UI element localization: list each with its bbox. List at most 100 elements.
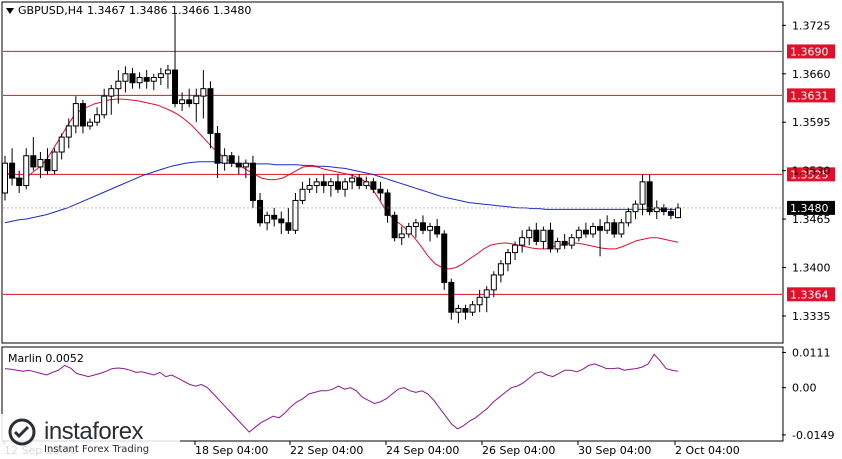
candle-body bbox=[589, 226, 596, 235]
candle-body bbox=[235, 162, 242, 168]
candle bbox=[427, 222, 434, 242]
candle bbox=[370, 178, 377, 193]
candle bbox=[16, 170, 23, 193]
candle-body bbox=[561, 240, 568, 246]
candle bbox=[349, 174, 356, 190]
candle-body bbox=[207, 88, 214, 134]
candle bbox=[462, 304, 469, 320]
candle bbox=[30, 137, 37, 171]
candle-body bbox=[264, 214, 271, 224]
candle bbox=[589, 222, 596, 238]
candle bbox=[419, 215, 426, 234]
candle bbox=[405, 222, 412, 238]
candle-body bbox=[334, 181, 341, 190]
candle-body bbox=[37, 158, 44, 168]
candle-body bbox=[675, 207, 681, 219]
candle-body bbox=[405, 226, 412, 235]
candle-body bbox=[58, 136, 65, 153]
candle-body bbox=[313, 181, 320, 187]
candle bbox=[490, 271, 497, 298]
candle bbox=[568, 233, 575, 249]
candle-body bbox=[320, 181, 327, 187]
candle bbox=[334, 174, 341, 193]
candle-body bbox=[299, 188, 306, 201]
candle-body bbox=[533, 229, 540, 242]
level-label: 1.3525 bbox=[790, 168, 829, 181]
candle-body bbox=[150, 77, 157, 82]
candle-body bbox=[327, 181, 334, 187]
candle bbox=[455, 304, 462, 324]
candle-body bbox=[79, 103, 86, 127]
candle bbox=[667, 207, 674, 220]
candle bbox=[101, 88, 108, 119]
candle bbox=[23, 148, 30, 190]
price-axis: 1.3690 1.3631 1.3525 1.3364 1.3725 1.3660 1.35… bbox=[3, 19, 835, 323]
candle-body bbox=[101, 95, 108, 116]
candle-body bbox=[129, 73, 136, 84]
candle-body bbox=[136, 77, 143, 84]
candle bbox=[136, 72, 143, 89]
candle-body bbox=[575, 229, 582, 239]
candle-body bbox=[377, 188, 384, 194]
candle-body bbox=[23, 155, 30, 187]
candle-body bbox=[51, 151, 58, 172]
candle bbox=[249, 155, 256, 208]
candle bbox=[221, 148, 228, 171]
main-pane-frame bbox=[1, 1, 784, 344]
candle bbox=[292, 192, 299, 234]
candle-body bbox=[483, 289, 490, 298]
price-tick-label: 1.3465 bbox=[792, 213, 831, 226]
candle-body bbox=[164, 69, 171, 75]
candle bbox=[115, 70, 122, 104]
candle bbox=[108, 84, 115, 115]
price-tick-label: 1.3595 bbox=[792, 116, 831, 129]
indicator-tick-label: 0.0111 bbox=[792, 346, 831, 359]
candle-body bbox=[356, 177, 363, 187]
candle bbox=[533, 222, 540, 246]
candle-body bbox=[398, 233, 405, 239]
candle bbox=[37, 152, 44, 179]
menu-triangle-icon[interactable] bbox=[6, 7, 14, 14]
indicator-tick-label: 0.00 bbox=[792, 382, 817, 395]
candle bbox=[186, 88, 193, 108]
symbol-timeframe: GBPUSD,H4 bbox=[18, 4, 83, 17]
candle-body bbox=[639, 181, 646, 205]
time-label: 2 Oct 04:00 bbox=[675, 444, 740, 457]
candle-body bbox=[72, 103, 79, 127]
candle-body bbox=[306, 185, 313, 190]
candle bbox=[526, 226, 533, 246]
candle bbox=[434, 219, 441, 238]
candle bbox=[94, 107, 101, 126]
candle-body bbox=[554, 240, 561, 250]
time-label: 26 Sep 04:00 bbox=[482, 444, 555, 457]
level-label: 1.3631 bbox=[790, 89, 829, 102]
logo-name: instaforex bbox=[44, 418, 144, 445]
candle-body bbox=[469, 304, 476, 313]
candle bbox=[207, 81, 214, 149]
candle-body bbox=[519, 237, 526, 246]
logo-tagline: Instant Forex Trading bbox=[44, 444, 150, 455]
candle bbox=[547, 222, 554, 253]
candle bbox=[497, 260, 504, 283]
candle bbox=[618, 219, 625, 238]
ma-slow-line bbox=[4, 161, 678, 224]
candle-body bbox=[342, 181, 349, 190]
candle bbox=[193, 88, 200, 123]
candle bbox=[172, 14, 179, 108]
candle bbox=[512, 241, 519, 261]
candle bbox=[214, 125, 221, 179]
candle-body bbox=[30, 155, 37, 168]
candle-body bbox=[108, 88, 115, 97]
candle bbox=[150, 73, 157, 91]
candle bbox=[519, 230, 526, 253]
price-tick-label: 1.3530 bbox=[792, 165, 831, 178]
marlin-series bbox=[4, 353, 679, 433]
candle-body bbox=[214, 132, 221, 164]
candle bbox=[271, 207, 278, 227]
chart-header: GBPUSD,H4 1.3467 1.3486 1.3466 1.3480 bbox=[6, 4, 251, 17]
candle bbox=[164, 64, 171, 89]
candle bbox=[278, 211, 285, 234]
price-tick-label: 1.3400 bbox=[792, 261, 831, 274]
time-label: 22 Sep 04:00 bbox=[290, 444, 363, 457]
